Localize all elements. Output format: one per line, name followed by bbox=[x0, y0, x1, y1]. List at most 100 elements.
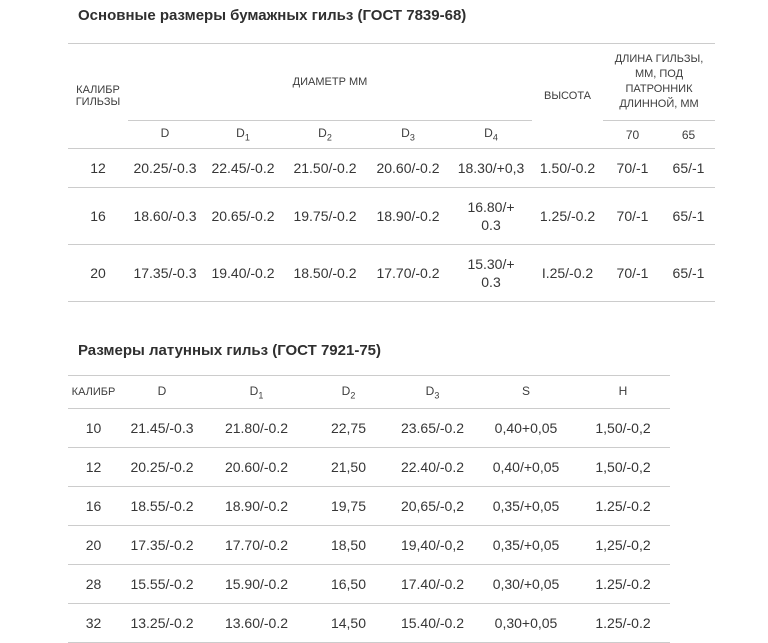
header-d3-label: D bbox=[401, 126, 410, 141]
header-d3: D3 bbox=[366, 120, 450, 149]
cell-d: 13.25/-0.2 bbox=[130, 615, 194, 631]
cell-s: 0,30+0,05 bbox=[494, 615, 558, 631]
paper-shells-body: 12 20.25/-0.3 22.45/-0.2 21.50/-0.2 20.6… bbox=[68, 149, 715, 302]
header-d1-sub: 1 bbox=[244, 132, 250, 143]
cell-height: I.25/-0.2 bbox=[541, 265, 594, 281]
brass-shells-title: Размеры латунных гильз (ГОСТ 7921-75) bbox=[78, 342, 382, 359]
cell-d: 21.45/-0.3 bbox=[130, 420, 194, 436]
header-d2-label: D bbox=[318, 126, 327, 141]
cell-d3: 17.40/-0.2 bbox=[400, 576, 465, 592]
brass-shells-body: 10 21.45/-0.3 21.80/-0.2 22,75 23.65/-0.… bbox=[68, 409, 670, 643]
cell-d3: 20,65/-0,2 bbox=[400, 498, 465, 514]
cell-h: 1.25/-0.2 bbox=[595, 615, 651, 631]
cell-d: 18.60/-0.3 bbox=[133, 208, 197, 224]
cell-d3: 18.90/-0.2 bbox=[376, 208, 440, 224]
cell-d4: 15.30/+ 0.3 bbox=[467, 256, 515, 290]
cell-caliber: 16 bbox=[90, 208, 106, 224]
table-row: 10 21.45/-0.3 21.80/-0.2 22,75 23.65/-0.… bbox=[68, 409, 670, 448]
cell-d2: 22,75 bbox=[330, 420, 367, 436]
header-row-groups: КАЛИБР ГИЛЬЗЫ ДИАМЕТР ММ ВЫСОТА ДЛИНА ГИ… bbox=[68, 43, 715, 149]
header-caliber: КАЛИБР ГИЛЬЗЫ bbox=[68, 43, 128, 149]
header-s: S bbox=[476, 376, 576, 409]
cell-d3: 23.65/-0.2 bbox=[400, 420, 465, 436]
cell-d: 17.35/-0.2 bbox=[130, 537, 194, 553]
cell-d4: 16.80/+ 0.3 bbox=[467, 199, 515, 233]
header-d1: D1 bbox=[202, 120, 284, 149]
cell-len65: 65/-1 bbox=[672, 160, 705, 176]
cell-d3: 19,40/-0,2 bbox=[400, 537, 465, 553]
cell-d2: 21.50/-0.2 bbox=[293, 160, 357, 176]
header-d: D bbox=[128, 120, 202, 149]
cell-d: 20.25/-0.2 bbox=[130, 459, 194, 475]
header-d2: D2 bbox=[284, 120, 366, 149]
cell-height: 1.25/-0.2 bbox=[539, 208, 596, 224]
cell-h: 1.25/-0.2 bbox=[595, 498, 651, 514]
header-h-label: H bbox=[618, 383, 628, 398]
table-row: 16 18.60/-0.3 20.65/-0.2 19.75/-0.2 18.9… bbox=[68, 188, 715, 245]
cell-d2: 16,50 bbox=[330, 576, 367, 592]
cell-len70: 70/-1 bbox=[616, 265, 649, 281]
header-caliber: КАЛИБР bbox=[71, 386, 116, 398]
header-d3-label: D bbox=[425, 383, 435, 398]
cell-d3: 17.70/-0.2 bbox=[376, 265, 440, 281]
header-len-65: 65 bbox=[662, 120, 715, 149]
cell-h: 1,25/-0,2 bbox=[595, 537, 651, 553]
header-row-subcols: D D1 D2 D3 D4 70 65 bbox=[68, 120, 715, 149]
header-d4: D4 bbox=[450, 120, 532, 149]
cell-d: 20.25/-0.3 bbox=[133, 160, 197, 176]
cell-d2: 21,50 bbox=[330, 459, 367, 475]
cell-d3: 20.60/-0.2 bbox=[376, 160, 440, 176]
table-row: 12 20.25/-0.3 22.45/-0.2 21.50/-0.2 20.6… bbox=[68, 149, 715, 188]
cell-d1: 18.90/-0.2 bbox=[224, 498, 289, 514]
brass-shells-table: КАЛИБР D D1 D2 D3 S H 10 21.45/-0.3 21.8… bbox=[68, 375, 670, 643]
cell-d1: 20.65/-0.2 bbox=[211, 208, 275, 224]
header-d4-sub: 4 bbox=[492, 132, 498, 143]
table-row: 16 18.55/-0.2 18.90/-0.2 19,75 20,65/-0,… bbox=[68, 487, 670, 526]
header-s-label: S bbox=[521, 383, 530, 398]
paper-shells-header: КАЛИБР ГИЛЬЗЫ ДИАМЕТР ММ ВЫСОТА ДЛИНА ГИ… bbox=[68, 43, 715, 149]
header-d2-sub: 2 bbox=[350, 390, 356, 401]
header-d3-sub: 3 bbox=[434, 390, 440, 401]
cell-d: 18.55/-0.2 bbox=[130, 498, 194, 514]
cell-d1: 13.60/-0.2 bbox=[224, 615, 289, 631]
cell-h: 1,50/-0,2 bbox=[595, 420, 651, 436]
cell-height: 1.50/-0.2 bbox=[539, 160, 596, 176]
cell-s: 0,40+0,05 bbox=[494, 420, 558, 436]
header-height: ВЫСОТА bbox=[532, 43, 603, 149]
cell-d4: 18.30/+0,3 bbox=[457, 160, 525, 176]
header-d1-label: D bbox=[249, 383, 259, 398]
cell-d1: 22.45/-0.2 bbox=[211, 160, 275, 176]
header-row: КАЛИБР D D1 D2 D3 S H bbox=[68, 376, 670, 409]
header-d-label: D bbox=[157, 383, 167, 398]
header-d3-sub: 3 bbox=[409, 132, 415, 143]
cell-d1: 20.60/-0.2 bbox=[224, 459, 289, 475]
cell-d2: 18,50 bbox=[330, 537, 367, 553]
cell-d3: 15.40/-0.2 bbox=[400, 615, 465, 631]
cell-d3: 22.40/-0.2 bbox=[400, 459, 465, 475]
cell-len70: 70/-1 bbox=[616, 208, 649, 224]
header-d1-sub: 1 bbox=[258, 390, 264, 401]
cell-s: 0,40/+0,05 bbox=[492, 459, 560, 475]
brass-shells-header: КАЛИБР D D1 D2 D3 S H bbox=[68, 376, 670, 409]
header-d3: D3 bbox=[389, 376, 476, 409]
header-d1: D1 bbox=[205, 376, 308, 409]
table-row: 28 15.55/-0.2 15.90/-0.2 16,50 17.40/-0.… bbox=[68, 565, 670, 604]
cell-s: 0,30/+0,05 bbox=[492, 576, 560, 592]
cell-d1: 19.40/-0.2 bbox=[211, 265, 275, 281]
paper-shells-title: Основные размеры бумажных гильз (ГОСТ 78… bbox=[78, 7, 467, 24]
header-d1-label: D bbox=[236, 126, 245, 141]
header-h: H bbox=[576, 376, 670, 409]
cell-d: 17.35/-0.3 bbox=[133, 265, 197, 281]
header-diameter-group: ДИАМЕТР ММ bbox=[128, 43, 532, 121]
table-row: 32 13.25/-0.2 13.60/-0.2 14,50 15.40/-0.… bbox=[68, 604, 670, 643]
cell-d1: 21.80/-0.2 bbox=[224, 420, 289, 436]
cell-d2: 19,75 bbox=[330, 498, 367, 514]
cell-len65: 65/-1 bbox=[672, 265, 705, 281]
cell-s: 0,35/+0,05 bbox=[492, 498, 560, 514]
header-d-label: D bbox=[160, 126, 170, 141]
header-d2: D2 bbox=[308, 376, 389, 409]
cell-caliber: 12 bbox=[85, 459, 102, 475]
cell-caliber: 12 bbox=[90, 160, 106, 176]
cell-d2: 14,50 bbox=[330, 615, 367, 631]
header-len-70: 70 bbox=[603, 120, 662, 149]
